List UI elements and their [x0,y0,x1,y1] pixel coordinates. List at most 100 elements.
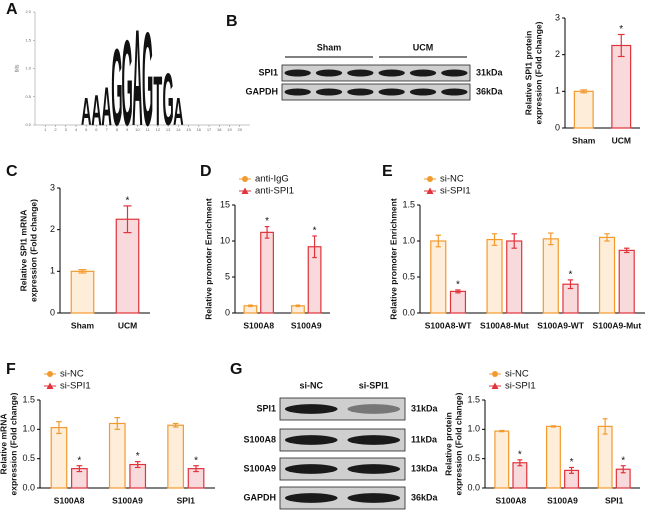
bar [115,218,140,314]
legend-marker [242,176,248,182]
y-tick-label: 0 [50,307,55,317]
x-tick-label: S100A8-WT [425,320,473,330]
x-tick-label: S100A8-Mut [480,320,529,330]
blot-size-label: 31kDa [411,403,439,413]
bar [506,240,523,314]
y-tick-label: 1.0 [402,235,415,245]
panel-label: C [6,163,18,180]
blot-group-label: UCM [413,42,434,52]
legend-marker [47,371,53,377]
significance-mark: * [136,451,140,462]
y-tick-label: 1.5 [25,37,31,42]
y-axis-label: expression (Fold change) [453,392,463,495]
logo-letter: T [153,61,162,140]
x-tick-label: 18 [217,127,222,132]
x-tick-label: 11 [146,127,151,132]
legend-label: si-SPI1 [440,186,471,197]
blot-band [409,69,437,77]
blot-row-label: S100A8 [243,434,276,444]
x-tick-label: 1 [44,127,47,132]
bar [494,430,510,489]
bar [618,249,635,314]
blot-band [347,88,374,96]
y-tick-label: 1.5 [467,394,480,404]
bar [430,240,447,314]
x-tick-label: S100A9 [547,495,578,505]
bar [542,238,559,314]
blot-band [347,435,400,445]
significance-mark: * [621,455,625,466]
blot-strip [279,457,406,481]
logo-letter: G [162,58,173,141]
y-tick-label: 0.0 [22,482,35,492]
x-tick-label: 2 [54,127,57,132]
x-tick-label: 12 [156,127,161,132]
blot-group-label: si-NC [299,380,323,390]
legend-marker [491,382,499,389]
blot-size-label: 13kDa [411,463,439,473]
blot-group-label: Sham [317,42,342,52]
y-axis-label: bits [14,64,20,72]
y-tick-label: 1 [555,86,560,96]
blot-band [347,69,374,77]
significance-mark: * [456,280,460,291]
legend-label: si-NC [505,369,529,380]
blot-band [441,69,468,77]
y-tick-label: 1 [50,266,55,276]
logo-letter: A [132,1,142,154]
x-tick-label: 3 [65,127,68,132]
y-tick-label: 0 [225,307,230,317]
x-tick-label: 9 [126,127,129,132]
x-tick-label: 4 [75,127,78,132]
blot-band [347,464,400,474]
blot-strip [279,486,406,510]
panel-label: G [230,361,242,378]
bar [108,422,126,489]
y-tick-label: 3 [555,12,560,22]
legend-label: si-SPI1 [505,381,536,392]
blot-size-label: 36kDa [476,86,504,96]
logo-letter: G [142,5,153,154]
y-axis-label: expression (Fold change) [28,199,38,302]
x-tick-label: UCM [612,135,631,145]
blot-strip [281,83,471,101]
logo-letter: G [111,25,122,148]
x-tick-label: 19 [227,127,232,132]
bar [260,231,274,314]
logo-letter: A [91,86,101,134]
legend-marker [427,176,433,182]
y-axis-label: Relative promoter Enrichment [203,198,213,320]
x-tick-label: 13 [166,127,171,132]
x-tick-label: 7 [106,127,109,132]
y-axis-label: expression (Fold change) [533,21,543,124]
blot-band [285,435,338,445]
logo-letter: A [101,76,111,138]
panel-label: D [200,163,212,180]
y-tick-label: 0.5 [467,453,480,463]
y-tick-label: 2 [50,224,55,234]
y-axis-label: Relative promoter Enrichment [388,198,398,320]
blot-band [285,464,338,474]
x-tick-label: S100A8 [243,320,274,330]
blot-strip [279,397,406,421]
bar [573,90,594,129]
y-tick-label: 10 [220,235,230,245]
blot-row-label: SPI1 [258,67,278,77]
panel-label: A [6,1,18,18]
x-tick-label: S100A9 [112,495,143,505]
x-tick-label: Sham [572,135,596,145]
blot-band [378,88,405,96]
y-tick-label: 1.0 [22,424,35,434]
significance-mark: * [518,449,522,460]
blot-row-label: SPI1 [256,403,276,413]
blot-size-label: 11kDa [411,434,438,444]
significance-mark: * [126,196,130,207]
y-tick-label: 0.5 [402,271,415,281]
x-tick-label: 5 [85,127,88,132]
x-tick-label: S100A9 [291,320,322,330]
blot-size-label: 31kDa [476,67,504,77]
x-tick-label: 6 [95,127,98,132]
y-tick-label: 0.5 [22,453,35,463]
bar [449,290,467,314]
